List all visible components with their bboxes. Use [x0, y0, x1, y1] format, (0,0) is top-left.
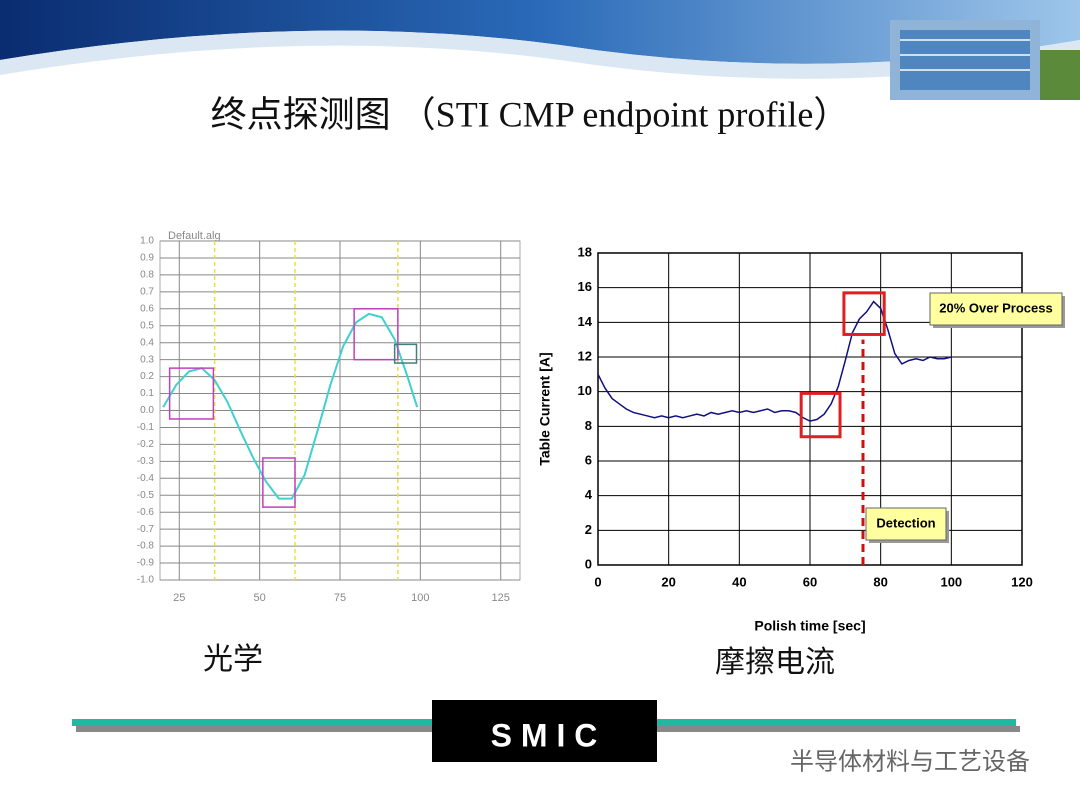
- highlight-box: [393, 343, 418, 364]
- slide-title: 终点探测图 （STI CMP endpoint profile）: [211, 94, 850, 134]
- y-tick-label: 0.2: [140, 371, 154, 382]
- y-tick-label: -0.9: [137, 558, 155, 569]
- y-tick-label: -0.1: [137, 422, 155, 433]
- x-tick-label: 100: [411, 592, 429, 604]
- y-tick-label: 0.0: [140, 405, 154, 416]
- y-tick-label: 10: [578, 383, 592, 398]
- banner: [0, 0, 1080, 100]
- y-tick-label: -0.2: [137, 439, 155, 450]
- data-line: [162, 312, 419, 500]
- callout-box: [929, 292, 1063, 326]
- y-tick-label: 18: [578, 244, 592, 259]
- x-tick-label: 20: [661, 574, 675, 589]
- y-tick-label: 14: [578, 314, 593, 329]
- y-tick-label: -0.5: [137, 490, 155, 501]
- y-tick-label: 12: [578, 348, 592, 363]
- y-tick-label: 8: [585, 418, 592, 433]
- highlight-box: [262, 457, 296, 508]
- y-tick-label: -0.6: [137, 507, 155, 518]
- caption: 光学: [203, 643, 263, 676]
- x-tick-label: 60: [803, 574, 817, 589]
- y-tick-label: 2: [585, 522, 592, 537]
- watermark: 半导体材料与工艺设备: [790, 748, 1030, 775]
- logo: S M I C: [491, 717, 598, 753]
- callout-box: [865, 507, 947, 541]
- callout-text: 20% Over Process: [939, 300, 1052, 315]
- y-tick-label: -1.0: [137, 575, 155, 586]
- y-tick-label: -0.7: [137, 524, 155, 535]
- y-tick-label: 0.4: [140, 337, 154, 348]
- y-axis-label: Table Current [A]: [537, 352, 553, 465]
- y-tick-label: 0.6: [140, 303, 154, 314]
- y-tick-label: 0.8: [140, 270, 154, 281]
- y-tick-label: -0.4: [137, 473, 155, 484]
- y-tick-label: 0.5: [140, 320, 154, 331]
- x-tick-label: 120: [1011, 574, 1033, 589]
- caption: 摩擦电流: [715, 646, 835, 679]
- x-tick-label: 80: [873, 574, 887, 589]
- highlight-box: [842, 291, 886, 336]
- x-tick-label: 40: [732, 574, 746, 589]
- chart-title: Default.alg: [168, 230, 221, 242]
- x-tick-label: 75: [334, 592, 346, 604]
- highlight-box: [353, 308, 399, 361]
- callout-text: Detection: [876, 515, 935, 530]
- data-line: [597, 300, 952, 422]
- x-tick-label: 25: [173, 592, 185, 604]
- y-tick-label: 0.1: [140, 388, 154, 399]
- y-tick-label: 1.0: [140, 236, 154, 247]
- y-tick-label: 6: [585, 452, 592, 467]
- x-axis-label: Polish time [sec]: [754, 618, 865, 634]
- x-tick-label: 50: [254, 592, 266, 604]
- y-tick-label: 4: [585, 487, 593, 502]
- y-tick-label: 0.9: [140, 253, 154, 264]
- highlight-box: [168, 367, 215, 420]
- footer: S M I C 半导体材料与工艺设备: [72, 700, 1030, 775]
- y-tick-label: -0.8: [137, 541, 155, 552]
- x-tick-label: 100: [940, 574, 962, 589]
- y-tick-label: 0.3: [140, 354, 154, 365]
- y-tick-label: -0.3: [137, 456, 155, 467]
- x-tick-label: 0: [594, 574, 601, 589]
- x-tick-label: 125: [492, 592, 510, 604]
- y-tick-label: 16: [578, 279, 592, 294]
- y-tick-label: 0.7: [140, 286, 154, 297]
- y-tick-label: 0: [585, 556, 592, 571]
- highlight-box: [799, 391, 842, 439]
